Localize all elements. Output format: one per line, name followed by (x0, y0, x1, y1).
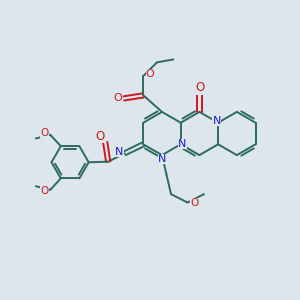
Text: O: O (190, 198, 198, 208)
Text: O: O (40, 128, 48, 138)
Text: O: O (40, 186, 48, 196)
Text: N: N (158, 154, 166, 164)
Text: O: O (95, 130, 104, 143)
Text: N: N (115, 147, 124, 157)
Text: N: N (178, 139, 186, 149)
Text: O: O (113, 93, 122, 103)
Text: O: O (146, 69, 154, 80)
Text: O: O (195, 81, 205, 94)
Text: N: N (212, 116, 221, 126)
